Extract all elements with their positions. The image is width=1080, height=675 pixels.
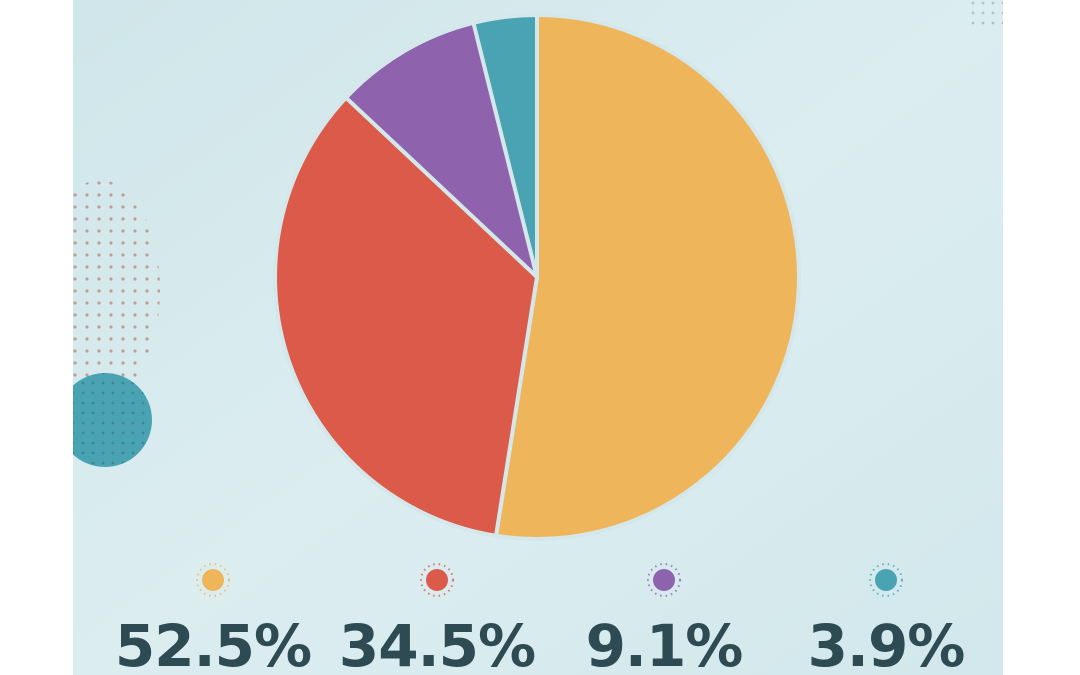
legend-dot <box>202 569 224 591</box>
pie-slice <box>273 95 539 538</box>
pie <box>273 13 802 541</box>
legend: 52.5% 34.5% 9.1% 3.9% <box>115 563 965 675</box>
value-label: 34.5% <box>339 612 535 675</box>
legend-dot-ring <box>196 563 230 597</box>
legend-dot <box>875 569 897 591</box>
decoration <box>73 0 1003 467</box>
decor-dots <box>970 0 1003 25</box>
value-label: 3.9% <box>808 612 965 675</box>
legend-dot-ring <box>869 563 903 597</box>
dot-pattern <box>73 180 160 400</box>
value-label: 9.1% <box>586 612 743 675</box>
decor-dots <box>73 373 152 467</box>
legend-dot <box>426 569 448 591</box>
legend-dot <box>653 569 675 591</box>
legend-dot-ring <box>420 563 454 597</box>
pie-slice <box>471 13 539 279</box>
pie-slice <box>494 13 802 541</box>
value-label: 52.5% <box>115 612 311 675</box>
legend-dot-ring <box>647 563 681 597</box>
